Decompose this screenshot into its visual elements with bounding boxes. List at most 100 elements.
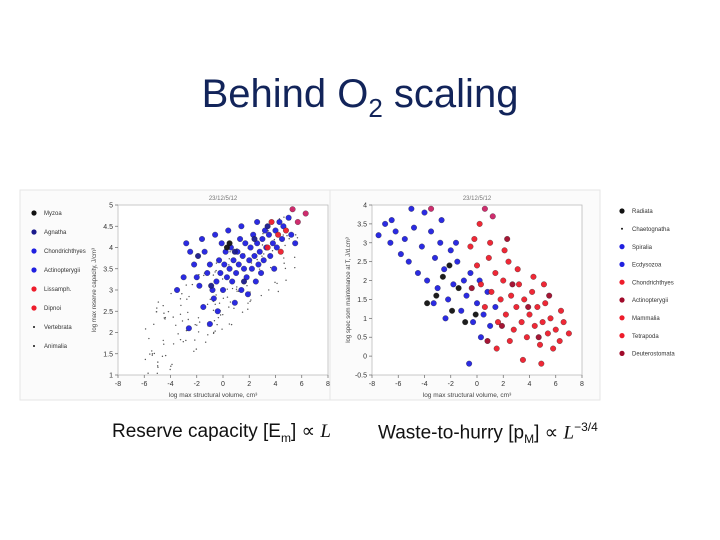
data-point-small [163, 312, 165, 314]
legend-marker [619, 315, 625, 321]
data-point-small [295, 234, 297, 236]
data-point-small [151, 354, 153, 356]
x-tick-label: 6 [300, 381, 304, 388]
data-point [265, 231, 272, 238]
caption-left-close: ] ∝ [290, 421, 321, 442]
x-tick-label: 0 [221, 381, 225, 388]
legend-label: Vertebrata [44, 325, 72, 331]
data-point [477, 334, 484, 341]
y-tick-label: 2.5 [103, 309, 113, 316]
data-point [455, 285, 462, 292]
data-point [544, 330, 551, 337]
y-tick-label: 3 [363, 240, 367, 247]
data-point-small [170, 365, 172, 367]
data-point-small [164, 316, 167, 319]
data-point-small [195, 348, 198, 350]
data-point-small [277, 290, 279, 293]
data-point [558, 307, 564, 314]
data-point [199, 236, 205, 242]
y-tick-label: 4 [109, 245, 113, 252]
data-point [504, 236, 511, 242]
data-point [254, 219, 261, 225]
data-point [510, 326, 517, 333]
data-point [292, 240, 299, 247]
data-point-small [179, 298, 182, 300]
data-point-small [207, 334, 209, 336]
data-point [204, 270, 211, 276]
data-point [428, 228, 435, 235]
data-point [214, 308, 221, 315]
data-point-small [179, 338, 182, 341]
x-tick-label: -4 [167, 381, 173, 388]
data-point-small [198, 321, 201, 323]
data-point-small [261, 255, 263, 257]
data-point [430, 300, 437, 307]
data-point [502, 311, 509, 318]
data-point [542, 300, 549, 307]
data-point [460, 277, 467, 284]
data-point-small [216, 323, 218, 326]
data-point [424, 300, 431, 307]
caption-right-math: L [563, 422, 575, 444]
legend-label: Chaetognatha [632, 227, 670, 233]
data-point-small [294, 266, 296, 269]
data-point [251, 236, 258, 242]
data-point [487, 322, 494, 329]
data-point-small [153, 352, 156, 355]
x-tick-label: 2 [501, 381, 505, 388]
y-tick-label: 3.5 [103, 266, 113, 273]
data-point [477, 281, 484, 288]
data-point [506, 338, 513, 344]
x-tick-label: 8 [580, 381, 584, 388]
legend-marker [619, 244, 625, 250]
data-point-small [285, 279, 287, 281]
y-tick-label: 2.5 [357, 259, 367, 266]
caption-right-exp: −3/4 [574, 420, 598, 434]
data-point-small [167, 310, 170, 313]
data-point-small [162, 304, 164, 307]
legend-marker [31, 229, 37, 235]
data-point [519, 356, 526, 363]
legend-marker [31, 248, 37, 254]
data-point [191, 261, 198, 268]
legend-marker [31, 267, 37, 273]
data-point [254, 240, 261, 247]
caption-left-math: L [320, 421, 331, 442]
data-point [467, 243, 474, 250]
data-point-small [157, 366, 159, 369]
x-tick-label: -8 [369, 381, 375, 388]
data-point-small [284, 244, 286, 247]
data-point [508, 292, 515, 299]
data-point-small [182, 341, 184, 343]
legend-marker [31, 210, 37, 216]
data-point-small [231, 287, 234, 290]
data-point-small [215, 262, 218, 264]
data-point [238, 287, 245, 293]
data-point [302, 210, 309, 217]
y-tick-label: 4 [363, 203, 367, 210]
data-point [411, 224, 417, 231]
data-point [248, 265, 255, 272]
data-point-small [282, 234, 284, 236]
data-point [259, 236, 266, 242]
data-point [546, 292, 553, 299]
data-point [526, 311, 533, 318]
y-tick-label: 0 [363, 354, 367, 361]
data-point [509, 281, 516, 288]
data-point-small [193, 350, 195, 353]
data-point-small [147, 372, 149, 374]
data-point [251, 253, 258, 259]
data-point [231, 248, 238, 255]
data-point [220, 287, 226, 293]
data-point [275, 231, 282, 238]
y-tick-label: 2 [363, 278, 367, 285]
data-point [428, 205, 435, 212]
data-point-small [175, 324, 177, 326]
data-point [447, 247, 454, 254]
data-point [200, 304, 207, 310]
data-point-small [177, 333, 179, 335]
data-point [437, 239, 444, 246]
data-point [375, 232, 382, 239]
y-tick-label: 2 [109, 330, 113, 337]
data-point-small [250, 262, 253, 264]
